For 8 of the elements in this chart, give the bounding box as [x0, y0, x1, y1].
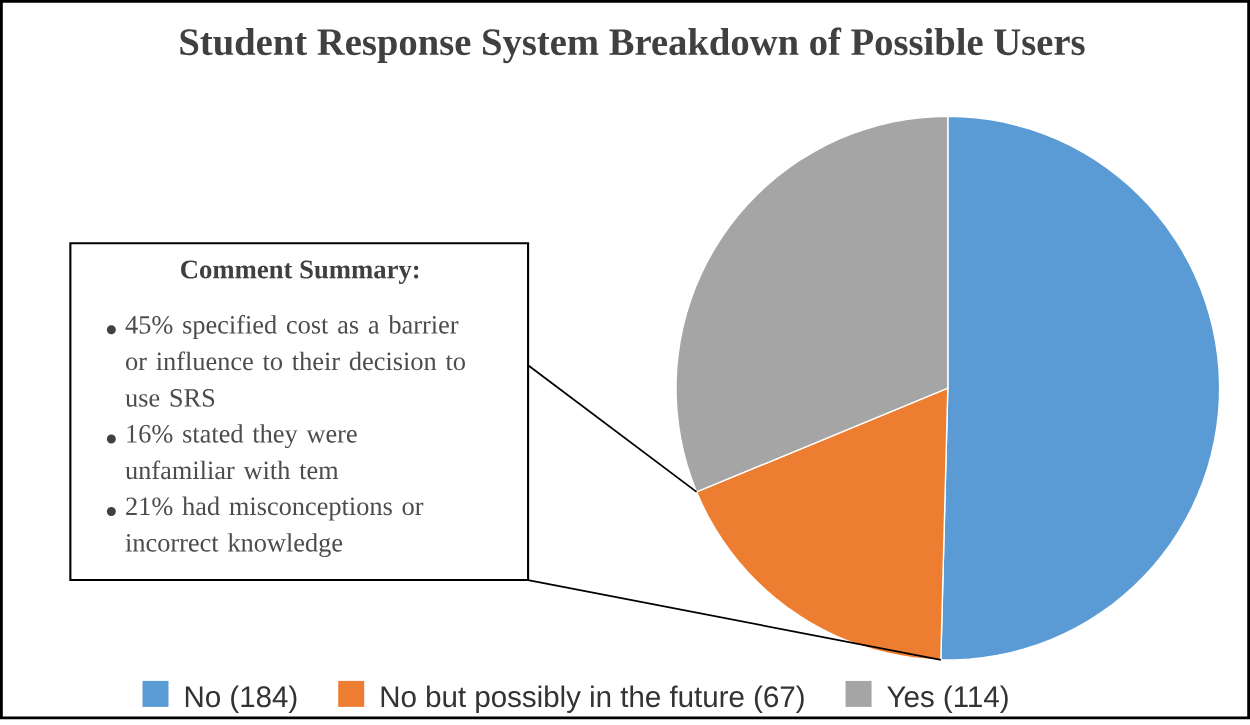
- chart-title: Student Response System Breakdown of Possible Users: [180, 27, 1085, 64]
- text: 16% stated they were unfamiliar with tem: [125, 424, 357, 480]
- legend-label: Yes (114): [887, 685, 1008, 714]
- text: Comment Summary:: [181, 260, 419, 285]
- legend-label: No (184): [185, 685, 297, 714]
- legend-label: No but possibly in the future (67): [381, 685, 804, 714]
- text: 21% had misconceptions or incorrect knowledge: [125, 496, 424, 558]
- text: 45% specified cost as a barrier or influence to their decision to use SRS: [125, 315, 465, 407]
